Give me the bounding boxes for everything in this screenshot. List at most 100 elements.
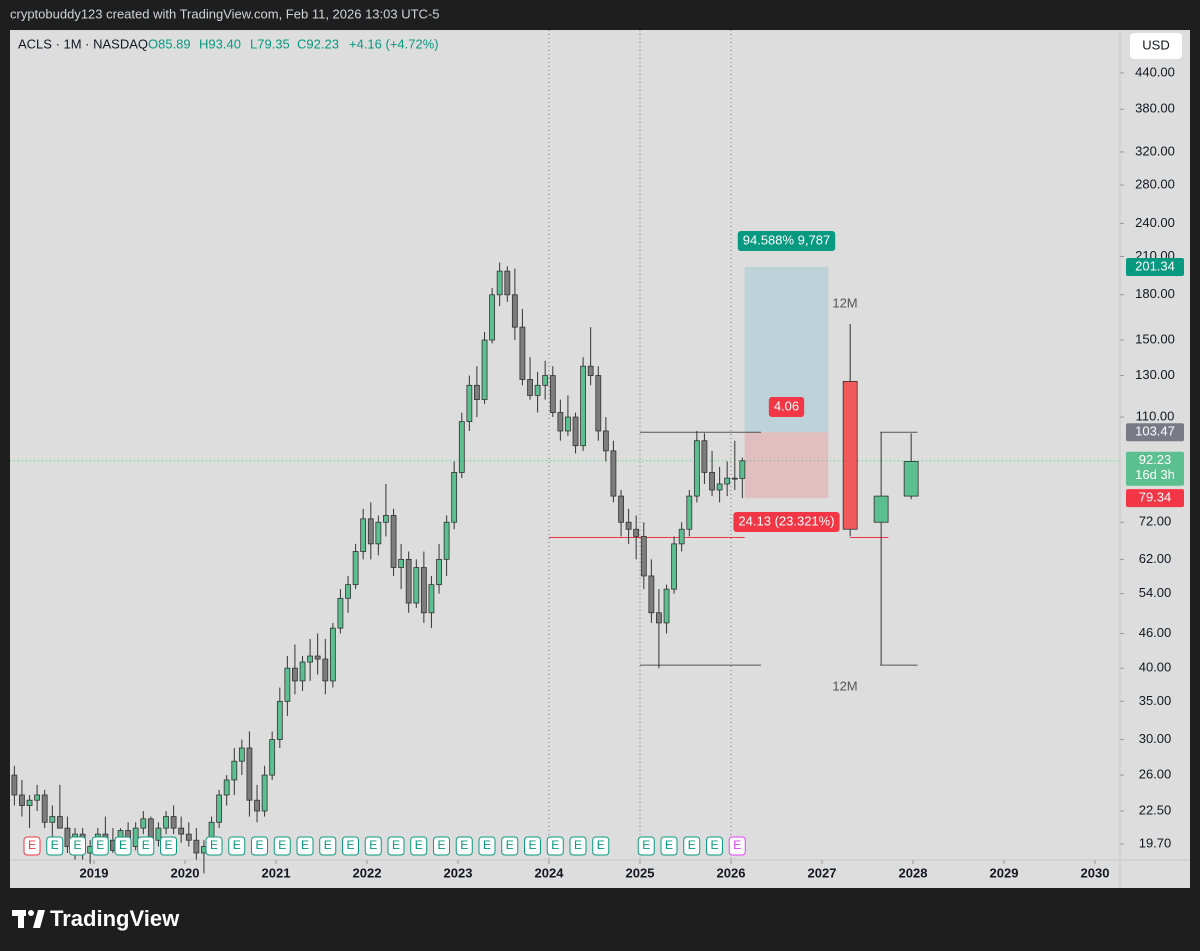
candle-body — [625, 521, 632, 530]
candle-body — [595, 375, 602, 432]
x-tick-label: 2019 — [80, 865, 109, 880]
candle-body — [542, 375, 549, 386]
entry-label-box — [768, 397, 805, 417]
candle-body — [299, 661, 306, 682]
price-tag-label: 103.47 — [1135, 424, 1175, 439]
candle-body — [49, 816, 56, 823]
earnings-marker — [228, 836, 246, 856]
x-tick-label: 2021 — [262, 865, 291, 880]
candle-body — [739, 460, 746, 479]
candle-body — [56, 816, 63, 829]
candle-body — [193, 839, 200, 854]
candle-body — [178, 827, 185, 835]
earnings-marker-label: E — [96, 838, 104, 852]
y-tick-label: 150.00 — [1135, 331, 1175, 346]
candle-body — [223, 779, 230, 796]
candle-body — [420, 567, 427, 614]
candle-body — [360, 518, 367, 552]
earnings-marker — [592, 836, 610, 856]
earnings-marker-label: E — [369, 838, 377, 852]
candle-body — [724, 477, 731, 485]
y-tick-label: 240.00 — [1135, 215, 1175, 230]
x-tick-label: 2023 — [444, 865, 473, 880]
candle-body — [345, 584, 351, 599]
candle-body — [132, 827, 139, 847]
candle-body — [686, 495, 693, 530]
earnings-marker-label: E — [119, 838, 127, 852]
candle-body — [648, 575, 655, 614]
earnings-marker-label: E — [528, 838, 536, 852]
candle-body — [557, 412, 564, 432]
earnings-marker-label: E — [51, 838, 59, 852]
earnings-marker — [91, 836, 109, 856]
stop-zone — [744, 432, 829, 499]
candle-body — [329, 627, 336, 682]
quote: O85.89 H93.40 L79.35 C92.23 +4.16 (+4.72%) — [148, 36, 439, 51]
target-label: 94.588% 9,787 — [743, 232, 830, 247]
candle-body — [276, 700, 283, 740]
candle-body — [873, 495, 889, 523]
earnings-marker-label: E — [346, 838, 354, 852]
candle-body — [731, 477, 738, 480]
candle-body — [565, 416, 571, 432]
earnings-marker — [273, 836, 291, 856]
earnings-marker-label: E — [710, 838, 718, 852]
candle-body — [511, 294, 518, 328]
candle-body — [458, 421, 465, 473]
earnings-marker-label: E — [506, 838, 514, 852]
earnings-marker — [706, 836, 723, 856]
earnings-marker — [683, 836, 701, 856]
candle-body — [307, 655, 314, 663]
earnings-marker — [501, 836, 519, 856]
candle-body — [26, 799, 33, 806]
price-tag — [1126, 257, 1184, 276]
x-tick-label: 2030 — [1081, 865, 1110, 880]
candle-body — [534, 384, 541, 396]
plot: E E E E E E E E E E E E E E E E E E E E E E E E E E E E E E94.588% 9,… — [10, 30, 1120, 874]
x-tick-label: 2027 — [808, 865, 837, 880]
stop-label: 24.13 (23.321%) — [738, 513, 834, 528]
x-tick-label: 2029 — [990, 865, 1019, 880]
earnings-marker-label: E — [551, 838, 559, 852]
earnings-marker — [137, 836, 155, 856]
y-tick-label: 320.00 — [1135, 143, 1175, 158]
candle-body — [443, 521, 450, 560]
candle-body — [640, 536, 647, 577]
earnings-marker-label: E — [255, 838, 263, 852]
candle-body — [519, 326, 526, 380]
earnings-marker-label: E — [73, 838, 81, 852]
y-tick-label: 40.00 — [1139, 660, 1172, 675]
earnings-marker — [46, 836, 64, 856]
candle-body — [284, 667, 291, 702]
candle-body — [19, 794, 25, 806]
candle-body — [572, 416, 579, 447]
candle-body — [231, 760, 238, 781]
y-tick-label: 22.50 — [1139, 802, 1172, 817]
y-tick-label: 130.00 — [1135, 367, 1175, 382]
earnings-marker — [433, 836, 450, 856]
earnings-marker-label: E — [142, 838, 150, 852]
quote-value: L79.35 — [250, 36, 290, 51]
candle-body — [451, 472, 458, 523]
earnings-marker — [319, 836, 337, 856]
y-tick-label: 110.00 — [1136, 408, 1175, 423]
candle-body — [337, 597, 344, 629]
candle-body — [618, 495, 624, 523]
earnings-marker — [296, 836, 314, 856]
price-tag — [1126, 423, 1184, 442]
candle-body — [466, 384, 473, 422]
price-tag-label: 201.34 — [1135, 258, 1175, 273]
candle-body — [185, 833, 192, 841]
earnings-marker — [251, 836, 268, 856]
earnings-marker-label: E — [28, 838, 36, 852]
chart-background — [10, 30, 1190, 888]
earnings-marker-label: E — [278, 838, 286, 852]
candle-body — [34, 794, 41, 801]
y-tick-label: 35.00 — [1139, 693, 1172, 708]
currency-button[interactable] — [1130, 33, 1182, 59]
currency[interactable]: USD — [1142, 37, 1169, 52]
x-tick-label: 2024 — [535, 865, 565, 880]
earnings-marker — [387, 836, 405, 856]
earnings-marker-label: E — [597, 838, 605, 852]
candle-body — [842, 380, 858, 530]
